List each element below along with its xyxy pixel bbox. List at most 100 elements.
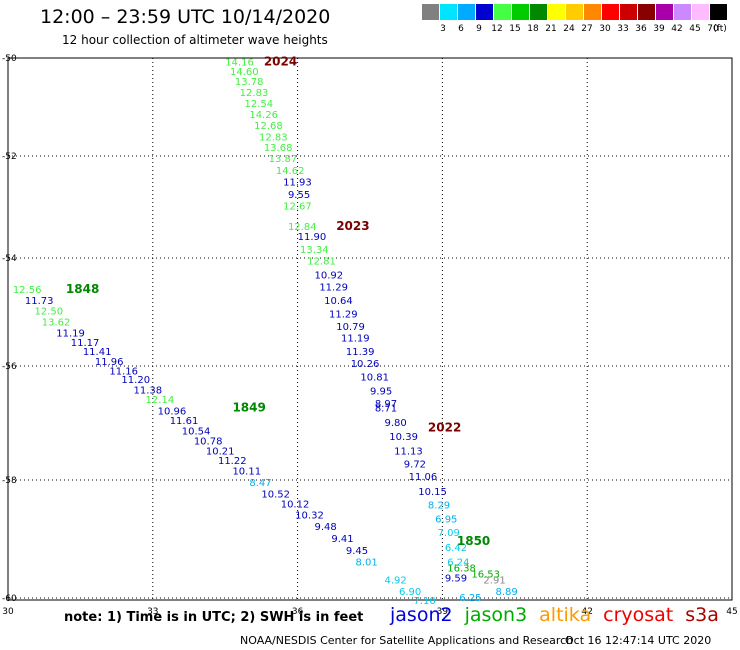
wave-height-value: 8.47 — [249, 478, 271, 489]
wave-height-value: 10.64 — [324, 296, 353, 307]
wave-height-value: 12.56 — [13, 285, 42, 296]
x-tick-label: 42 — [581, 607, 592, 617]
wave-height-value: 10.78 — [194, 437, 223, 448]
legend-swatch — [530, 4, 547, 20]
plot-frame — [7, 57, 733, 601]
wave-height-value: 11.61 — [170, 416, 199, 427]
pass-label: 2022 — [428, 421, 461, 435]
satellite-name: cryosat — [603, 604, 674, 626]
wave-height-value: 7.09 — [438, 528, 460, 539]
wave-height-value: 11.20 — [121, 375, 150, 386]
wave-height-value: 10.39 — [389, 432, 418, 443]
wave-height-value: 11.41 — [83, 347, 112, 358]
wave-height-value: 16.53 — [471, 569, 500, 580]
wave-height-value: 14.62 — [276, 166, 305, 177]
legend-swatch — [494, 4, 511, 20]
wave-height-value: 8.01 — [356, 558, 378, 569]
wave-height-value: 11.19 — [341, 334, 370, 345]
wave-height-value: 14.26 — [249, 110, 278, 121]
legend-swatch — [458, 4, 475, 20]
y-tick-label: -58 — [2, 476, 17, 486]
timestamp-text: Oct 16 12:47:14 UTC 2020 — [565, 634, 712, 647]
legend-swatch — [422, 4, 439, 20]
wave-height-value: 11.19 — [56, 328, 85, 339]
wave-height-value: 10.96 — [158, 406, 187, 417]
wave-height-value: 10.21 — [206, 446, 235, 457]
wave-height-value: 10.79 — [336, 322, 365, 333]
wave-height-value: 12.14 — [146, 395, 175, 406]
legend-swatch — [674, 4, 691, 20]
legend-label: 18 — [527, 24, 539, 34]
wave-height-value: 10.92 — [314, 271, 343, 282]
x-tick-label: 33 — [147, 607, 158, 617]
page-title: 12:00 – 23:59 UTC 10/14/2020 — [40, 6, 331, 28]
legend-swatch — [512, 4, 529, 20]
wave-height-value: 6.95 — [435, 514, 457, 525]
wave-height-value: 13.78 — [235, 77, 264, 88]
y-tick-label: -54 — [2, 254, 17, 264]
legend-label: 27 — [581, 24, 593, 34]
pass-label: 2023 — [336, 219, 369, 233]
legend-swatch — [440, 4, 457, 20]
wave-height-value: 12.50 — [35, 307, 64, 318]
wave-height-value: 10.32 — [295, 510, 324, 521]
wave-height-value: 6.24 — [447, 558, 469, 569]
wave-height-value: 11.22 — [218, 456, 247, 467]
legend-label: 70 — [707, 24, 719, 34]
wave-height-value: 12.83 — [240, 88, 269, 99]
wave-height-value: 16.38 — [447, 563, 476, 574]
wave-height-value: 11.96 — [95, 357, 124, 368]
wave-height-value: 10.81 — [360, 372, 389, 383]
wave-height-value: 8.97 — [375, 399, 397, 410]
wave-height-value: 6.42 — [445, 543, 467, 554]
wave-height-value: 12.81 — [307, 256, 336, 267]
wave-height-value: 11.73 — [25, 296, 54, 307]
y-tick-label: -56 — [2, 362, 17, 372]
wave-height-value: 8.89 — [495, 587, 517, 598]
x-tick-label: 30 — [2, 607, 14, 617]
wave-height-value: 14.60 — [230, 67, 259, 78]
wave-height-value: 14.16 — [225, 57, 254, 68]
x-tick-label: 36 — [292, 607, 304, 617]
wave-height-value: 13.62 — [42, 318, 71, 329]
legend-label: 36 — [635, 24, 647, 34]
wave-height-value: 12.84 — [288, 222, 317, 233]
legend-swatch — [656, 4, 673, 20]
legend-unit: (ft) — [713, 24, 727, 34]
pass-label: 1849 — [232, 401, 265, 415]
wave-height-value: 4.92 — [384, 575, 406, 586]
legend-label: 15 — [509, 24, 521, 34]
legend-label: 9 — [476, 24, 482, 34]
y-tick-label: -60 — [2, 594, 17, 604]
satellite-name: altika — [539, 604, 592, 626]
wave-height-value: 9.80 — [384, 418, 406, 429]
legend-swatch — [638, 4, 655, 20]
legend-swatch — [602, 4, 619, 20]
x-tick-label: 39 — [437, 607, 449, 617]
wave-height-value: 10.11 — [232, 466, 261, 477]
wave-height-value: 10.15 — [418, 487, 447, 498]
legend-label: 45 — [689, 24, 701, 34]
wave-height-value: 6.25 — [459, 593, 481, 604]
legend-label: 3 — [440, 24, 446, 34]
wave-height-value: 9.45 — [346, 546, 368, 557]
legend-label: 24 — [563, 24, 575, 34]
credit-text: NOAA/NESDIS Center for Satellite Applica… — [240, 634, 574, 647]
wave-height-value: 9.55 — [288, 190, 310, 201]
footer-note: note: 1) Time is in UTC; 2) SWH is in fe… — [64, 610, 364, 625]
legend-label: 12 — [491, 24, 503, 34]
x-tick-label: 45 — [726, 607, 737, 617]
wave-height-value: 12.67 — [283, 202, 312, 213]
wave-height-value: 10.54 — [182, 426, 211, 437]
wave-height-value: 10.52 — [261, 490, 290, 501]
legend-swatch — [566, 4, 583, 20]
wave-height-value: 13.34 — [300, 245, 329, 256]
wave-height-value: 11.17 — [71, 338, 100, 349]
legend-label: 42 — [671, 24, 683, 34]
wave-height-value: 11.38 — [133, 385, 162, 396]
legend-label: 30 — [599, 24, 611, 34]
wave-height-value: 6.90 — [399, 587, 421, 598]
satellite-legend: jason2 jason3 altika cryosat s3a — [390, 604, 731, 626]
wave-height-value: 11.93 — [283, 178, 312, 189]
legend-label: 21 — [545, 24, 557, 34]
